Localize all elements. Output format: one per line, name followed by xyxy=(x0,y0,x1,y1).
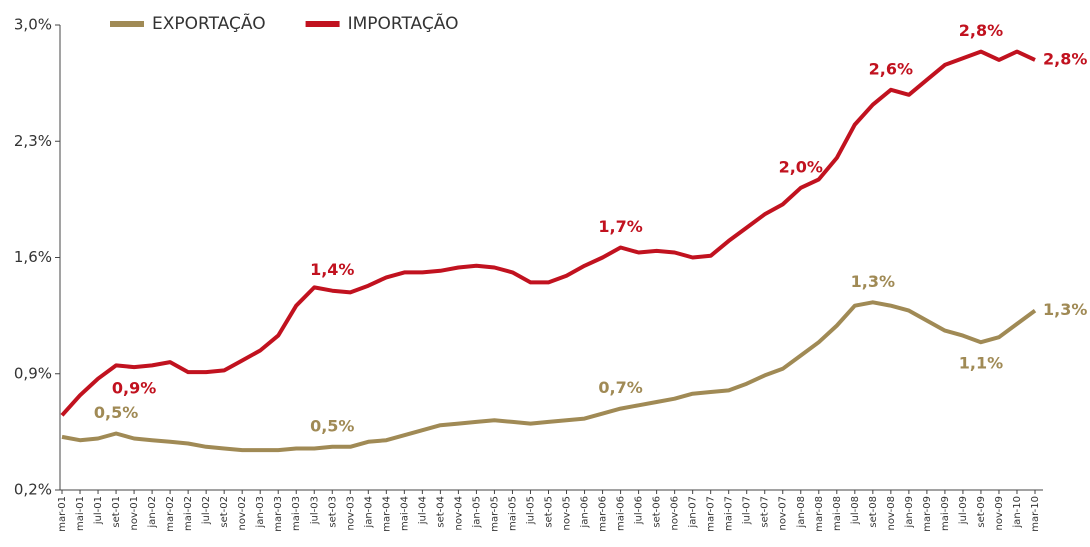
x-tick-label: set-08 xyxy=(868,496,879,528)
data-label: 2,6% xyxy=(869,59,913,78)
x-tick-label: mai-05 xyxy=(507,496,518,531)
x-tick-label: set-03 xyxy=(327,496,338,528)
x-tick-label: nov-09 xyxy=(994,496,1005,530)
x-tick-label: set-09 xyxy=(976,496,987,528)
data-label: 1,4% xyxy=(310,260,354,279)
x-tick-label: set-06 xyxy=(652,496,663,528)
x-tick-label: set-02 xyxy=(219,496,230,528)
x-tick-label: jul-05 xyxy=(525,496,536,525)
x-tick-label: nov-04 xyxy=(453,496,464,530)
x-tick-label: mai-08 xyxy=(832,496,843,531)
x-tick-label: mar-02 xyxy=(165,496,176,532)
x-tick-label: mai-03 xyxy=(291,496,302,531)
legend-label: IMPORTAÇÃO xyxy=(348,12,459,34)
data-label: 2,8% xyxy=(1043,49,1087,68)
x-tick-label: jul-08 xyxy=(850,496,861,525)
x-tick-label: jul-02 xyxy=(201,496,212,525)
x-tick-label: set-04 xyxy=(435,496,446,528)
x-tick-label: mar-09 xyxy=(922,496,933,532)
x-tick-label: jul-09 xyxy=(958,496,969,525)
x-tick-label: jan-03 xyxy=(255,496,266,529)
y-tick-label: 2,3% xyxy=(14,132,52,150)
x-tick-label: nov-07 xyxy=(778,496,789,530)
y-tick-label: 3,0% xyxy=(14,16,52,34)
x-tick-label: mar-04 xyxy=(381,496,392,532)
x-tick-label: jul-04 xyxy=(417,496,428,525)
data-line xyxy=(61,300,1037,453)
x-tick-label: mai-01 xyxy=(75,496,86,531)
data-label: 1,3% xyxy=(851,272,895,291)
x-tick-label: mar-08 xyxy=(814,496,825,532)
x-tick-label: mai-07 xyxy=(724,496,735,531)
x-tick-label: set-01 xyxy=(111,496,122,528)
x-tick-label: nov-01 xyxy=(129,496,140,530)
x-tick-label: jan-04 xyxy=(363,496,374,529)
x-tick-label: set-07 xyxy=(760,496,771,528)
x-tick-label: mar-06 xyxy=(598,496,609,532)
x-tick-label: jul-06 xyxy=(634,496,645,525)
x-tick-label: jan-10 xyxy=(1012,496,1023,529)
x-tick-label: mai-04 xyxy=(399,496,410,531)
y-tick-label: 0,9% xyxy=(14,364,52,382)
y-tick-label: 0,2% xyxy=(14,481,52,499)
x-tick-label: jan-02 xyxy=(147,496,158,529)
x-tick-label: nov-03 xyxy=(345,496,356,530)
data-label: 1,7% xyxy=(598,217,642,236)
data-label: 1,3% xyxy=(1043,300,1087,319)
x-tick-label: jul-01 xyxy=(93,496,104,525)
x-tick-label: mar-07 xyxy=(706,496,717,532)
x-tick-label: nov-05 xyxy=(562,496,573,530)
data-label: 0,5% xyxy=(310,416,354,435)
x-tick-label: mar-10 xyxy=(1030,496,1041,532)
x-tick-label: mai-09 xyxy=(940,496,951,531)
x-tick-label: mar-01 xyxy=(57,496,68,532)
x-tick-label: jul-07 xyxy=(742,496,753,525)
x-tick-label: jan-09 xyxy=(904,496,915,529)
data-label: 1,1% xyxy=(959,354,1003,373)
x-tick-label: nov-06 xyxy=(670,496,681,530)
x-tick-label: mar-03 xyxy=(273,496,284,532)
x-tick-label: mai-02 xyxy=(183,496,194,531)
x-tick-label: jan-07 xyxy=(688,496,699,529)
x-tick-label: mar-05 xyxy=(489,496,500,532)
data-label: 2,0% xyxy=(779,157,823,176)
x-tick-label: jan-06 xyxy=(580,496,591,529)
legend-label: EXPORTAÇÃO xyxy=(152,12,266,34)
x-tick-label: mai-06 xyxy=(616,496,627,531)
data-label: 0,9% xyxy=(112,379,156,398)
data-label: 0,5% xyxy=(94,403,138,422)
x-tick-label: jan-05 xyxy=(471,496,482,529)
x-tick-label: jan-08 xyxy=(796,496,807,529)
x-tick-label: set-05 xyxy=(544,496,555,528)
x-tick-label: jul-03 xyxy=(309,496,320,525)
y-tick-label: 1,6% xyxy=(14,248,52,266)
data-label: 0,7% xyxy=(598,378,642,397)
x-tick-label: nov-08 xyxy=(886,496,897,530)
data-line xyxy=(60,49,1036,417)
x-tick-label: nov-02 xyxy=(237,496,248,530)
data-label: 2,8% xyxy=(959,21,1003,40)
